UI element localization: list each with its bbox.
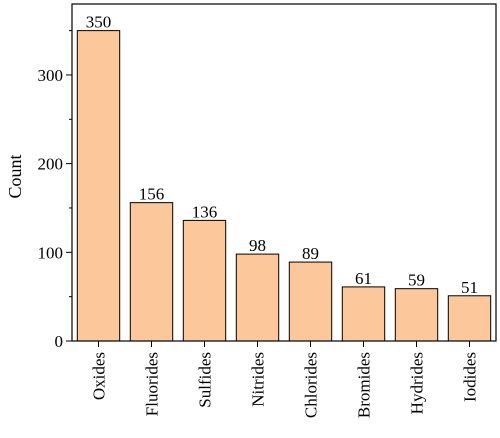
- y-tick-label: 200: [38, 155, 64, 174]
- x-tick-label-nitrides: Nitrides: [249, 352, 268, 407]
- bars-group: [76, 30, 492, 342]
- plot-border: [71, 3, 497, 342]
- x-tick-label-chlorides: Chlorides: [302, 352, 321, 418]
- x-tick-label-fluorides: Fluorides: [143, 352, 162, 416]
- x-tick-label-hydrides: Hydrides: [408, 352, 427, 414]
- plot-frame: [71, 3, 497, 342]
- x-tick-label-iodides: Iodides: [461, 352, 480, 402]
- value-label-oxides: 350: [86, 13, 112, 32]
- x-tick-label-sulfides: Sulfides: [196, 352, 215, 408]
- value-label-hydrides: 59: [408, 271, 425, 290]
- y-axis-ticks: 0 100 200 300: [38, 30, 72, 351]
- bar-chlorides: [288, 261, 333, 342]
- value-label-sulfides: 136: [192, 202, 218, 221]
- bar-sulfides: [182, 219, 227, 342]
- bar-iodides: [447, 295, 492, 342]
- bar-fluorides: [129, 202, 174, 342]
- bar-nitrides: [235, 253, 280, 342]
- value-label-bromides: 61: [355, 269, 372, 288]
- bar-hydrides: [394, 288, 439, 342]
- y-axis-label: Count: [5, 154, 25, 198]
- bar-bromides: [341, 286, 386, 342]
- y-tick-label: 0: [55, 332, 64, 351]
- y-tick-label: 100: [38, 243, 64, 262]
- y-tick-label: 300: [38, 66, 64, 85]
- value-label-fluorides: 156: [139, 185, 165, 204]
- value-label-iodides: 51: [461, 278, 478, 297]
- bar-oxides: [76, 30, 121, 342]
- x-tick-label-oxides: Oxides: [90, 352, 109, 400]
- value-label-chlorides: 89: [302, 244, 319, 263]
- x-axis-ticks: Oxides Fluorides Sulfides Nitrides Chlorides…: [90, 341, 480, 418]
- value-label-nitrides: 98: [249, 236, 266, 255]
- x-tick-label-bromides: Bromides: [355, 352, 374, 418]
- value-labels-group: 350 156 136 98 89 61 59 51: [86, 13, 478, 297]
